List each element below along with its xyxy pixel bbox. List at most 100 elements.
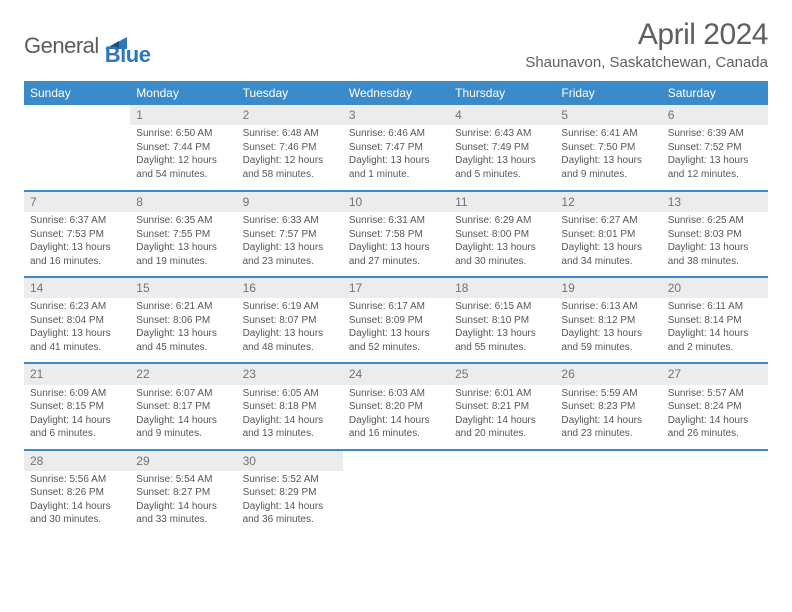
calendar-day-cell (343, 450, 449, 536)
day-number: 6 (662, 105, 768, 125)
page: General Blue April 2024 Shaunavon, Saska… (0, 0, 792, 536)
daylight-text: Daylight: 13 hours and 16 minutes. (30, 241, 124, 268)
sunset-text: Sunset: 8:07 PM (243, 314, 337, 328)
calendar-day-cell: 9Sunrise: 6:33 AMSunset: 7:57 PMDaylight… (237, 191, 343, 277)
calendar-week-row: 28Sunrise: 5:56 AMSunset: 8:26 PMDayligh… (24, 450, 768, 536)
day-number: 23 (237, 364, 343, 384)
brand-blue: Blue (105, 42, 151, 68)
calendar-day-cell: 25Sunrise: 6:01 AMSunset: 8:21 PMDayligh… (449, 363, 555, 449)
sunset-text: Sunset: 8:21 PM (455, 400, 549, 414)
brand-logo: General Blue (24, 18, 150, 68)
daylight-text: Daylight: 13 hours and 34 minutes. (561, 241, 655, 268)
sunset-text: Sunset: 8:26 PM (30, 486, 124, 500)
sunset-text: Sunset: 7:58 PM (349, 228, 443, 242)
daylight-text: Daylight: 12 hours and 58 minutes. (243, 154, 337, 181)
day-number: 15 (130, 278, 236, 298)
sunset-text: Sunset: 8:29 PM (243, 486, 337, 500)
sunrise-text: Sunrise: 6:41 AM (561, 127, 655, 141)
sunrise-text: Sunrise: 6:19 AM (243, 300, 337, 314)
sunrise-text: Sunrise: 6:03 AM (349, 387, 443, 401)
sunset-text: Sunset: 7:46 PM (243, 141, 337, 155)
calendar-day-cell: 26Sunrise: 5:59 AMSunset: 8:23 PMDayligh… (555, 363, 661, 449)
day-number: 14 (24, 278, 130, 298)
day-number: 5 (555, 105, 661, 125)
calendar-day-cell: 24Sunrise: 6:03 AMSunset: 8:20 PMDayligh… (343, 363, 449, 449)
calendar-day-cell: 28 Sunrise: 5:56 AMSunset: 8:26 PMDayligh… (24, 450, 130, 536)
day-number: 9 (237, 192, 343, 212)
daylight-text: Daylight: 13 hours and 52 minutes. (349, 327, 443, 354)
daylight-text: Daylight: 14 hours and 13 minutes. (243, 414, 337, 441)
daylight-text: Daylight: 13 hours and 30 minutes. (455, 241, 549, 268)
day-number: 19 (555, 278, 661, 298)
sunrise-text: Sunrise: 6:21 AM (136, 300, 230, 314)
calendar-day-cell: 8Sunrise: 6:35 AMSunset: 7:55 PMDaylight… (130, 191, 236, 277)
sunset-text: Sunset: 7:52 PM (668, 141, 762, 155)
calendar-day-cell: 14 Sunrise: 6:23 AMSunset: 8:04 PMDayligh… (24, 277, 130, 363)
sunset-text: Sunset: 8:10 PM (455, 314, 549, 328)
calendar-day-cell: 15Sunrise: 6:21 AMSunset: 8:06 PMDayligh… (130, 277, 236, 363)
weekday-header: Monday (130, 81, 236, 105)
calendar-day-cell (662, 450, 768, 536)
day-number: 24 (343, 364, 449, 384)
brand-general: General (24, 33, 99, 59)
sunset-text: Sunset: 7:49 PM (455, 141, 549, 155)
day-number: 7 (24, 192, 130, 212)
sunrise-text: Sunrise: 6:31 AM (349, 214, 443, 228)
sunrise-text: Sunrise: 5:54 AM (136, 473, 230, 487)
sunrise-text: Sunrise: 6:23 AM (30, 300, 124, 314)
daylight-text: Daylight: 13 hours and 48 minutes. (243, 327, 337, 354)
calendar-day-cell: 19Sunrise: 6:13 AMSunset: 8:12 PMDayligh… (555, 277, 661, 363)
header: General Blue April 2024 Shaunavon, Saska… (24, 18, 768, 79)
daylight-text: Daylight: 14 hours and 6 minutes. (30, 414, 124, 441)
calendar-day-cell: 27Sunrise: 5:57 AMSunset: 8:24 PMDayligh… (662, 363, 768, 449)
day-number: 10 (343, 192, 449, 212)
sunrise-text: Sunrise: 6:05 AM (243, 387, 337, 401)
calendar-day-cell: 10Sunrise: 6:31 AMSunset: 7:58 PMDayligh… (343, 191, 449, 277)
sunrise-text: Sunrise: 6:15 AM (455, 300, 549, 314)
day-number: 8 (130, 192, 236, 212)
calendar-head: Sunday Monday Tuesday Wednesday Thursday… (24, 81, 768, 105)
day-number: 30 (237, 451, 343, 471)
daylight-text: Daylight: 13 hours and 5 minutes. (455, 154, 549, 181)
calendar-day-cell (555, 450, 661, 536)
sunset-text: Sunset: 8:04 PM (30, 314, 124, 328)
day-number: 17 (343, 278, 449, 298)
day-number: 22 (130, 364, 236, 384)
sunset-text: Sunset: 8:12 PM (561, 314, 655, 328)
sunrise-text: Sunrise: 6:50 AM (136, 127, 230, 141)
sunset-text: Sunset: 8:15 PM (30, 400, 124, 414)
calendar-day-cell: 11Sunrise: 6:29 AMSunset: 8:00 PMDayligh… (449, 191, 555, 277)
daylight-text: Daylight: 13 hours and 1 minute. (349, 154, 443, 181)
title-block: April 2024 Shaunavon, Saskatchewan, Cana… (525, 18, 768, 79)
sunset-text: Sunset: 7:57 PM (243, 228, 337, 242)
daylight-text: Daylight: 14 hours and 30 minutes. (30, 500, 124, 527)
daylight-text: Daylight: 13 hours and 45 minutes. (136, 327, 230, 354)
daylight-text: Daylight: 13 hours and 55 minutes. (455, 327, 549, 354)
sunset-text: Sunset: 8:00 PM (455, 228, 549, 242)
sunset-text: Sunset: 7:50 PM (561, 141, 655, 155)
sunrise-text: Sunrise: 6:25 AM (668, 214, 762, 228)
sunset-text: Sunset: 8:23 PM (561, 400, 655, 414)
sunrise-text: Sunrise: 6:48 AM (243, 127, 337, 141)
day-number: 18 (449, 278, 555, 298)
weekday-row: Sunday Monday Tuesday Wednesday Thursday… (24, 81, 768, 105)
sunrise-text: Sunrise: 6:43 AM (455, 127, 549, 141)
calendar-day-cell: 13Sunrise: 6:25 AMSunset: 8:03 PMDayligh… (662, 191, 768, 277)
sunset-text: Sunset: 8:27 PM (136, 486, 230, 500)
sunset-text: Sunset: 7:55 PM (136, 228, 230, 242)
calendar-day-cell: 30Sunrise: 5:52 AMSunset: 8:29 PMDayligh… (237, 450, 343, 536)
calendar-day-cell: 6Sunrise: 6:39 AMSunset: 7:52 PMDaylight… (662, 105, 768, 191)
day-number: 26 (555, 364, 661, 384)
daylight-text: Daylight: 13 hours and 38 minutes. (668, 241, 762, 268)
sunrise-text: Sunrise: 5:56 AM (30, 473, 124, 487)
day-number: 28 (24, 451, 130, 471)
sunrise-text: Sunrise: 6:01 AM (455, 387, 549, 401)
daylight-text: Daylight: 13 hours and 41 minutes. (30, 327, 124, 354)
daylight-text: Daylight: 14 hours and 36 minutes. (243, 500, 337, 527)
sunrise-text: Sunrise: 5:57 AM (668, 387, 762, 401)
sunrise-text: Sunrise: 6:27 AM (561, 214, 655, 228)
sunrise-text: Sunrise: 6:35 AM (136, 214, 230, 228)
daylight-text: Daylight: 13 hours and 12 minutes. (668, 154, 762, 181)
calendar-day-cell: 4Sunrise: 6:43 AMSunset: 7:49 PMDaylight… (449, 105, 555, 191)
calendar-day-cell: 18 Sunrise: 6:15 AMSunset: 8:10 PMDayligh… (449, 277, 555, 363)
